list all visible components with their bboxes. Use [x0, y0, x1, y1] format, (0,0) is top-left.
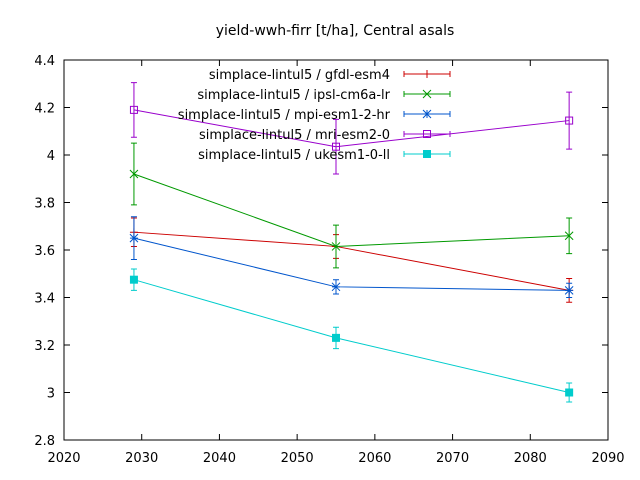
- error-bar: [566, 91, 573, 150]
- series-4: [129, 268, 574, 403]
- data-point: [564, 231, 574, 241]
- legend-label: simplace-lintul5 / mpi-esm1-2-hr: [178, 108, 391, 123]
- data-point: [565, 116, 574, 125]
- data-point: [332, 333, 340, 342]
- legend-label: simplace-lintul5 / mri-esm2-0: [199, 128, 390, 143]
- legend-swatch: [403, 131, 451, 137]
- legend-marker: [422, 109, 432, 119]
- y-tick-label: 3.6: [34, 244, 55, 259]
- legend-label: simplace-lintul5 / gfdl-esm4: [209, 68, 390, 83]
- x-tick-label: 2020: [47, 451, 80, 466]
- y-tick-label: 3.2: [34, 339, 55, 354]
- axes: 2020 2030 2040 2050 2060 2070 2080 2090 2.8 3 3.2 3…: [34, 54, 624, 466]
- error-bar: [130, 82, 137, 138]
- x-tick-label: 2070: [436, 451, 469, 466]
- x-tick-label: 2090: [591, 451, 624, 466]
- y-tick-label: 4: [47, 149, 55, 164]
- data-point: [129, 105, 138, 114]
- legend-marker: [423, 130, 431, 138]
- data-point: [332, 142, 340, 151]
- series-2: [129, 216, 574, 298]
- y-tick-label: 3: [47, 387, 55, 402]
- series-line: [133, 231, 570, 291]
- y-tick-label: 3.4: [34, 292, 55, 307]
- data-point: [129, 275, 138, 284]
- y-tick-label: 2.8: [34, 434, 55, 449]
- legend-marker: [423, 70, 431, 78]
- legend-label: simplace-lintul5 / ukesm1-0-ll: [198, 148, 390, 163]
- series-3: [129, 82, 574, 175]
- x-tick-label: 2050: [281, 451, 314, 466]
- series-line: [133, 173, 570, 247]
- legend-marker: [423, 150, 431, 158]
- series-line: [133, 279, 570, 393]
- series-layer: [129, 82, 574, 403]
- x-tick-label: 2030: [125, 451, 158, 466]
- data-point: [565, 388, 574, 397]
- y-tick-label: 4.4: [34, 54, 55, 69]
- chart-title: yield-wwh-firr [t/ha], Central asals: [216, 23, 455, 39]
- y-tick-label: 4.2: [34, 102, 55, 117]
- x-tick-label: 2080: [514, 451, 547, 466]
- series-1: [129, 142, 574, 269]
- x-tick-label: 2060: [358, 451, 391, 466]
- x-tick-label: 2040: [203, 451, 236, 466]
- legend-label: simplace-lintul5 / ipsl-cm6a-lr: [197, 88, 390, 103]
- data-point: [331, 242, 341, 251]
- error-bar: [333, 118, 339, 175]
- data-point: [129, 233, 139, 243]
- data-point: [331, 282, 341, 292]
- data-point: [129, 169, 139, 179]
- data-point: [564, 286, 574, 295]
- legend-marker: [422, 89, 432, 99]
- y-tick-label: 3.8: [34, 197, 55, 212]
- legend: simplace-lintul5 / gfdl-esm4 simplace-lin…: [178, 68, 451, 163]
